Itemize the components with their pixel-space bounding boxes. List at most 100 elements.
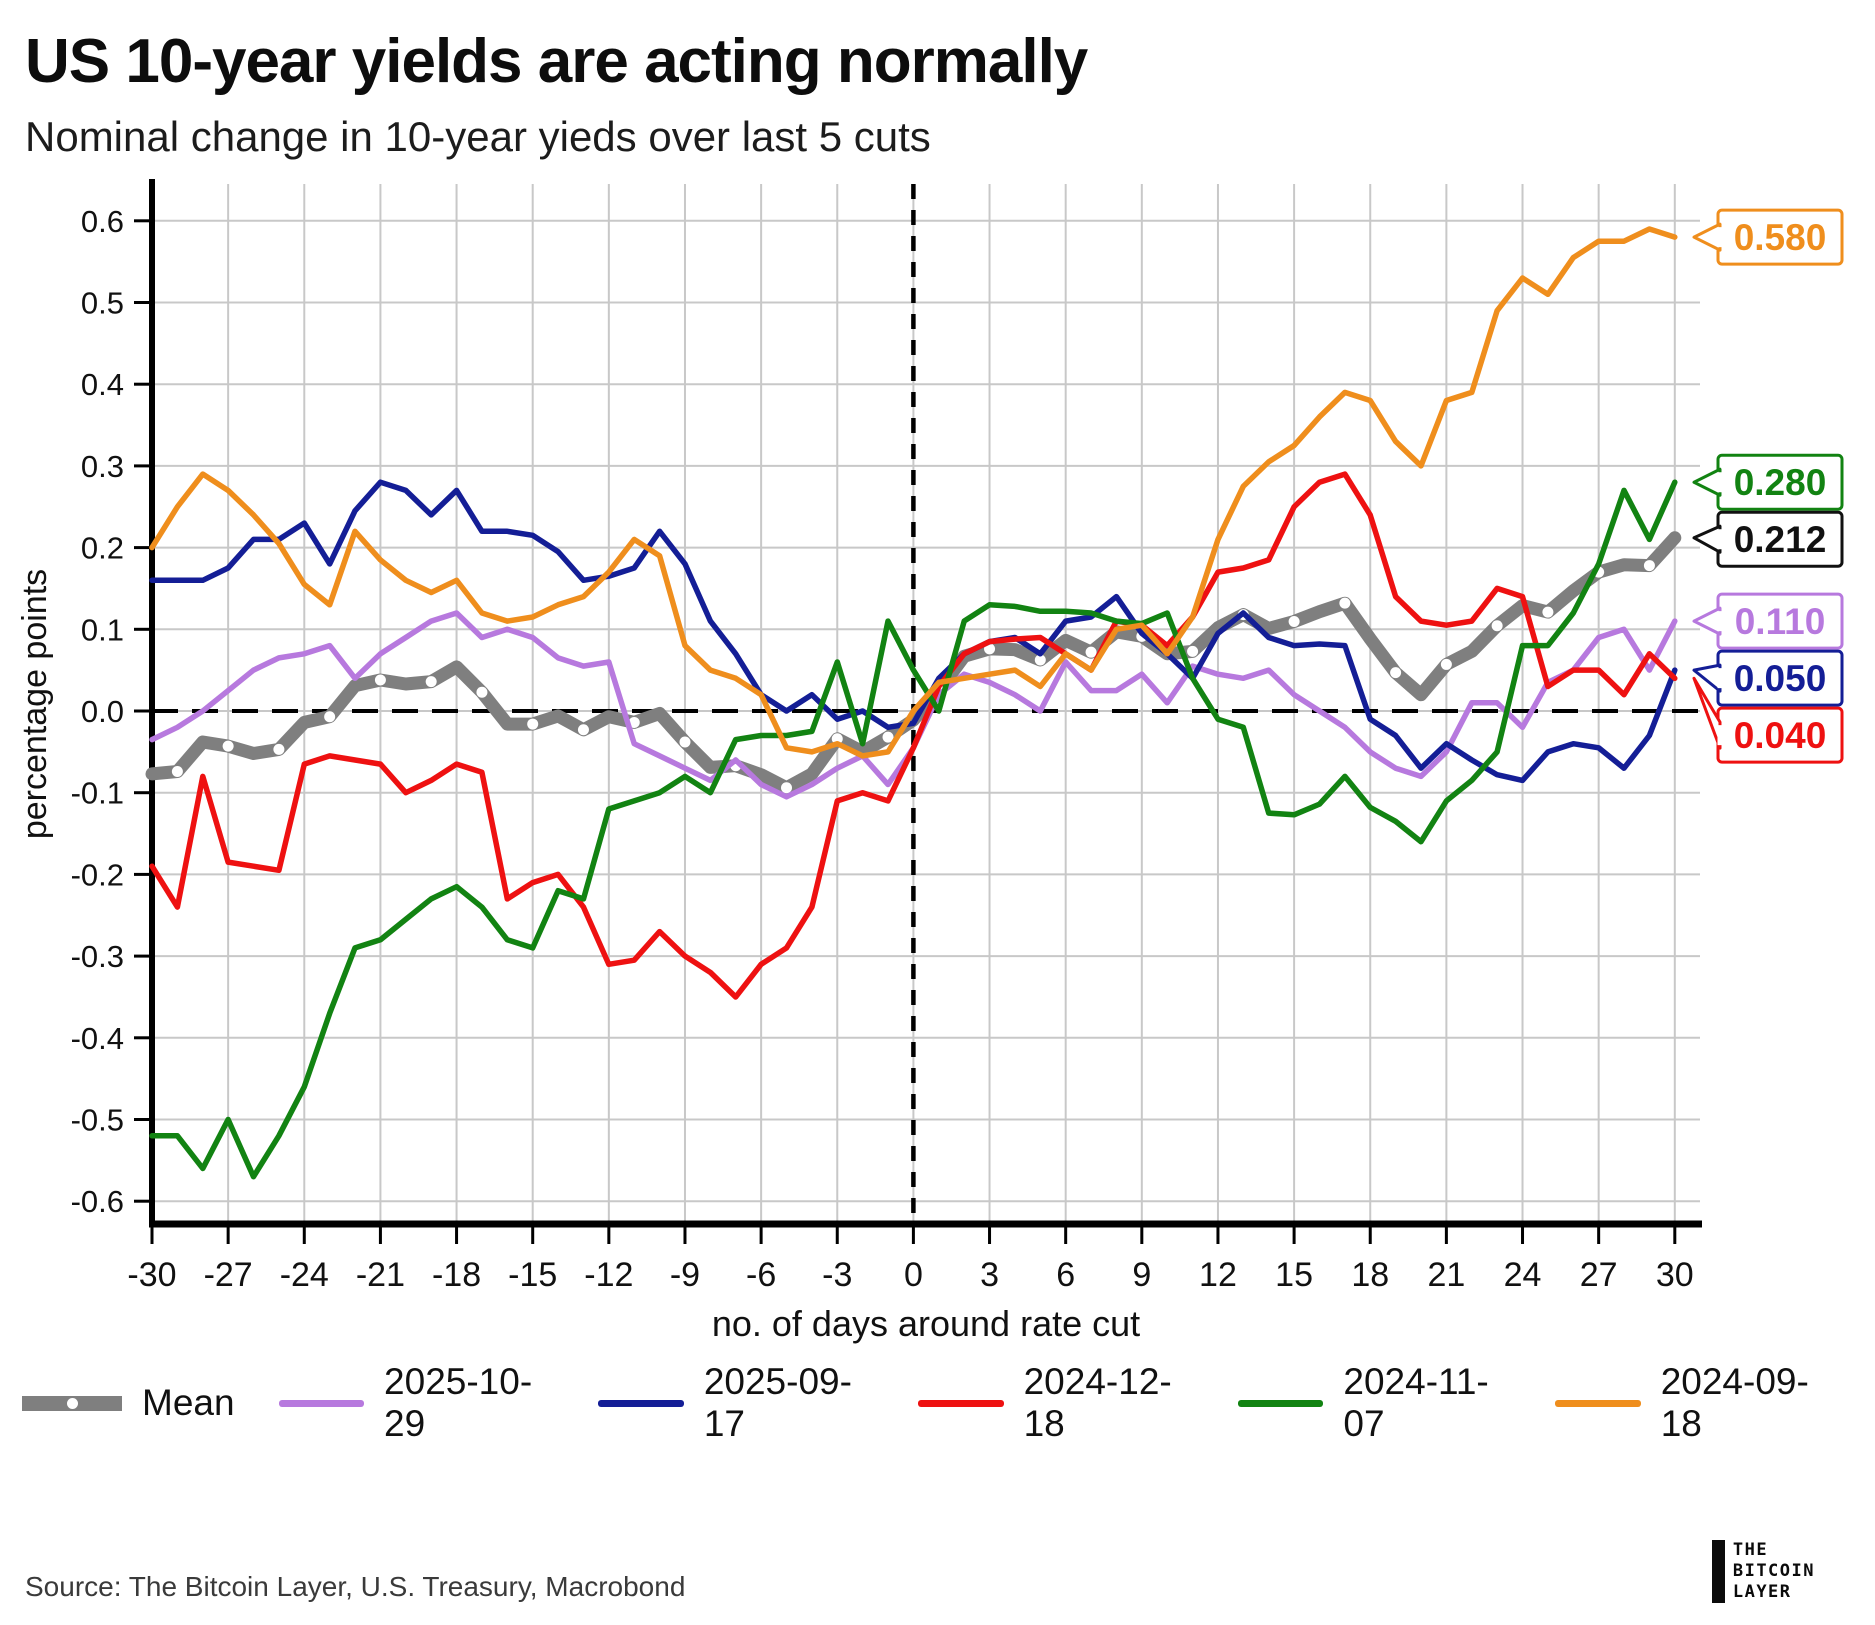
- x-tick-label: -12: [584, 1256, 633, 1294]
- x-tick-label: 30: [1656, 1256, 1694, 1294]
- legend-swatch-2024-11-07: [1237, 1399, 1324, 1407]
- legend-item-2024-12-18: 2024-12-18: [918, 1361, 1194, 1445]
- y-axis-title: percentage points: [16, 569, 54, 839]
- mean-dot: [1491, 620, 1503, 632]
- end-label-value: 0.050: [1734, 658, 1827, 699]
- end-label-value: 0.280: [1734, 462, 1827, 503]
- logo-bar-icon: [1711, 1540, 1725, 1603]
- x-tick-label: 12: [1199, 1256, 1237, 1294]
- legend-label: 2024-12-18: [1023, 1361, 1172, 1444]
- series-line-2024-09-18: [149, 226, 1678, 759]
- x-tick-label: -3: [822, 1256, 852, 1294]
- mean-dot: [222, 740, 234, 752]
- mean-dot: [1288, 615, 1300, 627]
- x-tick-label: 6: [1056, 1256, 1075, 1294]
- x-tick-label: -24: [280, 1256, 329, 1294]
- logo-text: THE BITCOIN LAYER: [1733, 1540, 1815, 1603]
- legend-swatch-2024-09-18: [1555, 1399, 1641, 1407]
- series-line-2025-09-17: [149, 479, 1678, 784]
- mean-dot-icon: [66, 1397, 78, 1409]
- x-tick-label: 21: [1427, 1256, 1465, 1294]
- end-label-value: 0.040: [1734, 715, 1827, 756]
- x-tick-label: -15: [508, 1256, 557, 1294]
- y-tick-label: -0.3: [71, 939, 124, 974]
- y-tick-label: -0.5: [71, 1103, 124, 1138]
- legend-item-2025-10-29: 2025-10-29: [278, 1361, 555, 1445]
- y-tick-label: 0.5: [81, 286, 124, 321]
- x-tick-label: -6: [746, 1256, 776, 1294]
- mean-dot: [628, 716, 640, 728]
- end-label-value: 0.212: [1734, 519, 1827, 560]
- legend-swatch-2024-12-18: [918, 1399, 1004, 1407]
- mean-dot: [273, 743, 285, 755]
- logo-line: BITCOIN: [1732, 1561, 1815, 1581]
- mean-dot: [1187, 645, 1199, 657]
- legend-item-2024-11-07: 2024-11-07: [1237, 1361, 1511, 1445]
- y-tick-label: -0.4: [71, 1021, 124, 1056]
- mean-dot: [882, 731, 894, 743]
- mean-dot: [1643, 560, 1655, 572]
- legend-swatch-mean: [22, 1395, 122, 1411]
- legend-item-2025-09-17: 2025-09-17: [598, 1361, 874, 1445]
- legend-label: 2025-09-17: [703, 1361, 852, 1444]
- mean-dot: [1390, 667, 1402, 679]
- footer: Source: The Bitcoin Layer, U.S. Treasury…: [0, 1540, 1875, 1603]
- bitcoin-layer-logo: THE BITCOIN LAYER: [1711, 1540, 1815, 1603]
- y-tick-label: -0.2: [71, 857, 124, 892]
- x-tick-label: -30: [127, 1256, 176, 1294]
- source-text: Source: The Bitcoin Layer, U.S. Treasury…: [25, 1571, 686, 1602]
- mean-dot: [425, 676, 437, 688]
- legend-swatch-2025-09-17: [598, 1399, 684, 1407]
- logo-line: LAYER: [1732, 1582, 1792, 1602]
- mean-dot: [1339, 597, 1351, 609]
- legend-swatch-2025-10-29: [278, 1399, 365, 1407]
- y-tick-label: 0.6: [81, 204, 124, 239]
- chart: 0.6 0.5 0.4 0.3 0.2 0.1 0.0 -0.1 -0.2 -0.3 -0.4 -0.…: [0, 169, 1875, 1359]
- legend-item-2024-09-18: 2024-09-18: [1555, 1361, 1831, 1445]
- legend-label: 2025-10-29: [384, 1361, 533, 1444]
- x-tick-label: 15: [1275, 1256, 1313, 1294]
- x-tick-label: 18: [1351, 1256, 1389, 1294]
- page-subtitle: Nominal change in 10-year yieds over las…: [25, 113, 931, 160]
- end-label-value: 0.110: [1735, 601, 1826, 642]
- x-tick-label: -27: [204, 1256, 253, 1294]
- end-label-pointer: [1692, 222, 1722, 252]
- y-tick-label: 0.3: [81, 449, 124, 484]
- x-tick-label: 0: [904, 1256, 923, 1294]
- mean-dot: [476, 686, 488, 698]
- legend-label: 2024-11-07: [1343, 1361, 1489, 1444]
- x-tick-label: 9: [1132, 1256, 1151, 1294]
- legend-label: 2024-09-18: [1660, 1361, 1809, 1444]
- mean-dot: [1085, 646, 1097, 658]
- logo-line: THE: [1732, 1540, 1769, 1560]
- x-tick-label: 24: [1504, 1256, 1542, 1294]
- legend-label: Mean: [142, 1382, 235, 1423]
- series-line-2024-12-18: [149, 471, 1678, 1000]
- mean-dot: [781, 782, 792, 794]
- x-tick-label: -21: [356, 1256, 405, 1294]
- page-title: US 10-year yields are acting normally: [25, 27, 1088, 96]
- legend-item-mean: Mean: [22, 1382, 235, 1424]
- x-tick-label: 27: [1580, 1256, 1618, 1294]
- y-tick-label: -0.6: [71, 1184, 124, 1219]
- mean-dot: [324, 711, 336, 723]
- x-axis-title: no. of days around rate cut: [712, 1303, 1140, 1344]
- chart-legend: Mean 2025-10-29 2025-09-17 2024-12-18 2024-1…: [22, 1361, 1875, 1445]
- mean-dot: [577, 724, 589, 736]
- mean-dot: [679, 736, 691, 748]
- end-label-pointer: [1692, 467, 1722, 497]
- mean-dot: [1034, 654, 1046, 666]
- mean-dot: [1440, 658, 1452, 670]
- x-tick-label: 3: [980, 1256, 999, 1294]
- end-label-value: 0.580: [1734, 217, 1827, 258]
- mean-dot: [831, 733, 843, 745]
- series-line-2024-11-07: [149, 479, 1678, 1180]
- y-tick-label: 0.4: [81, 367, 124, 402]
- mean-dot: [1542, 606, 1554, 618]
- x-tick-label: -18: [432, 1256, 481, 1294]
- x-tick-label: -9: [670, 1256, 700, 1294]
- y-tick-label: 0.1: [81, 612, 124, 647]
- y-tick-label: 0.2: [81, 531, 124, 566]
- y-tick-label: 0.0: [81, 694, 124, 729]
